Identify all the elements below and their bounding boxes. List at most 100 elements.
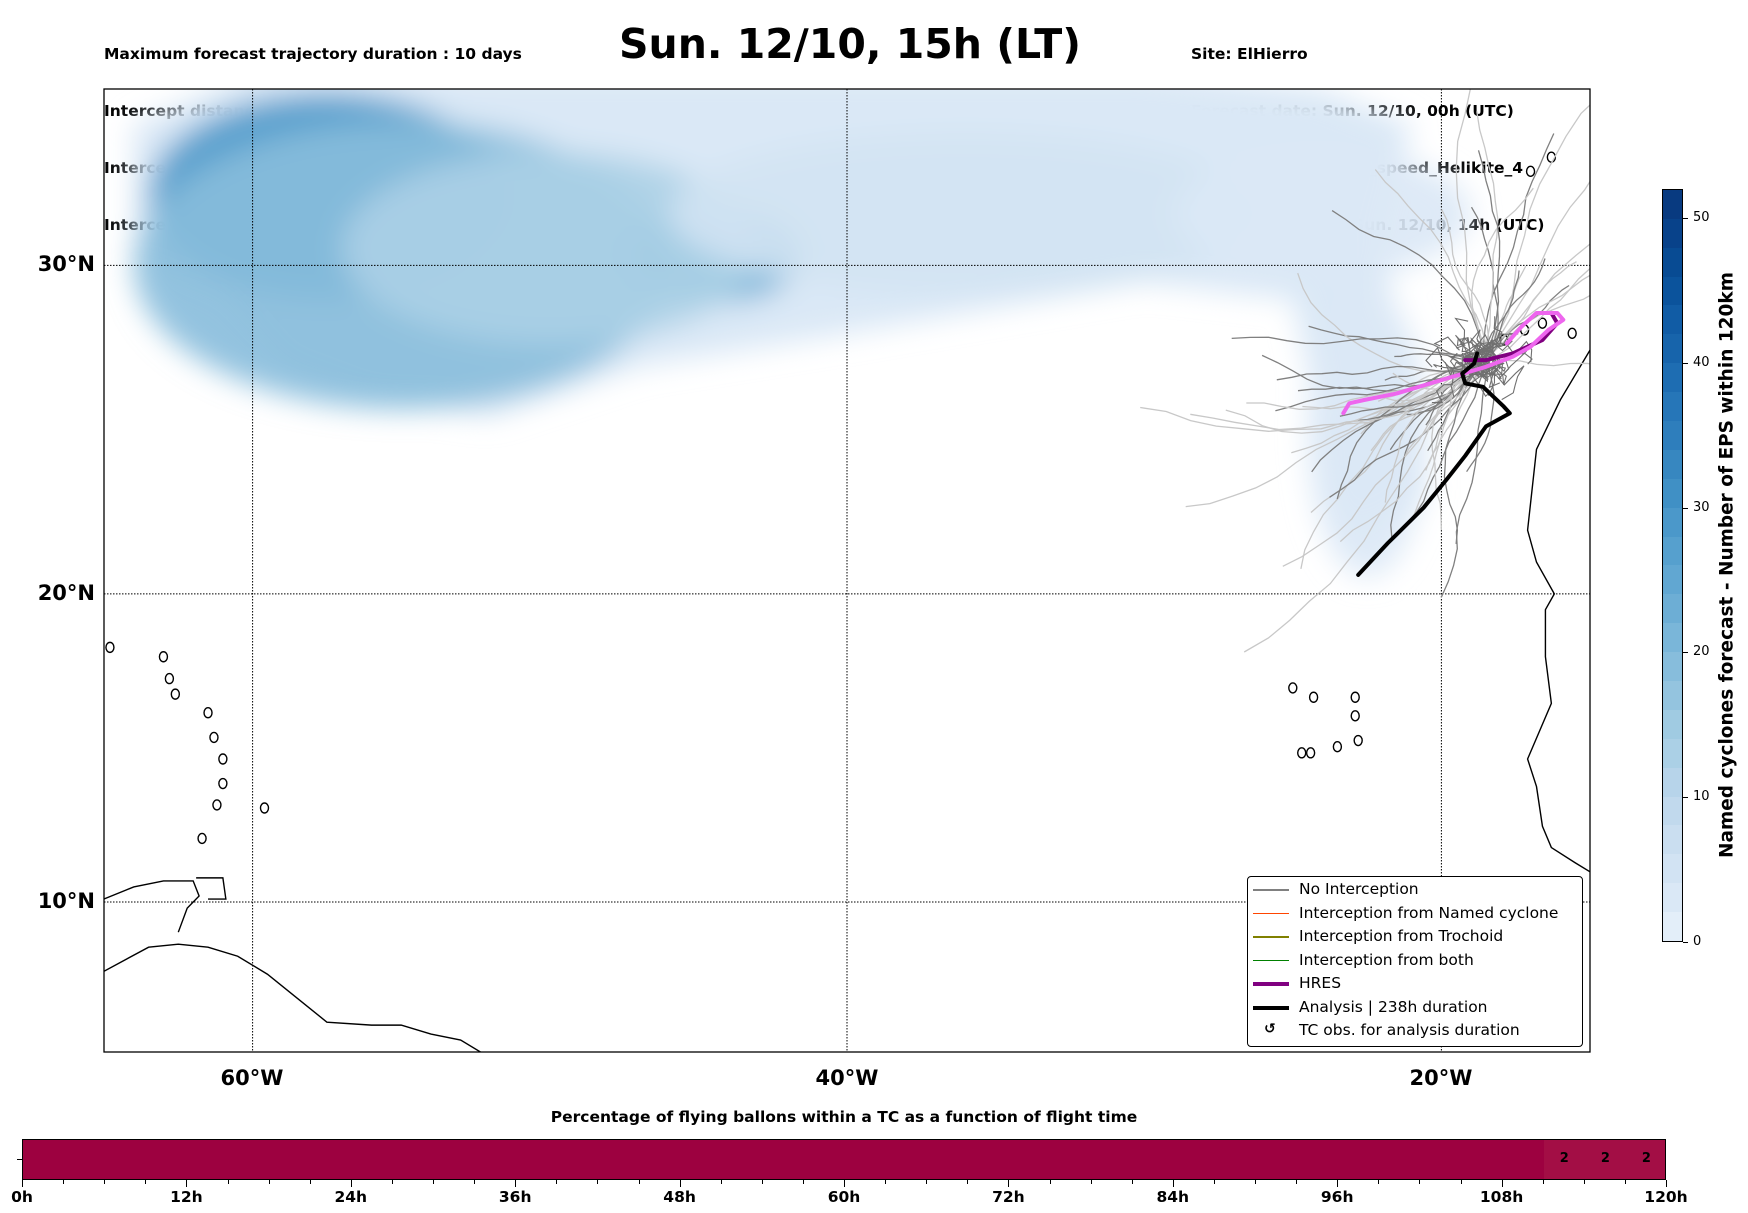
time-bar: 2 2 2 [22, 1139, 1666, 1180]
colorbar-tick [1683, 217, 1688, 219]
analysis-track [1356, 351, 1512, 577]
time-bar-cell [1584, 1140, 1626, 1179]
ensemble-trajectory [1485, 180, 1590, 361]
colorbar [1662, 189, 1683, 942]
ensemble-trajectory [1485, 258, 1546, 361]
island [218, 777, 228, 790]
time-bar-major-tick [186, 1180, 188, 1187]
legend-item-no-interception: No Interception [1248, 880, 1582, 900]
legend-item-named-cyclone: Interception from Named cyclone [1248, 904, 1582, 924]
time-bar-minor-tick [556, 1180, 558, 1184]
colorbar-tick [1683, 362, 1688, 364]
time-bar-minor-tick [885, 1180, 887, 1184]
time-bar-tick-label: 0h [11, 1188, 33, 1206]
time-bar-major-tick [1008, 1180, 1010, 1187]
time-bar-minor-tick [391, 1180, 393, 1184]
ensemble-trajectory [1339, 359, 1487, 417]
colorbar-tick-label: 40 [1693, 354, 1710, 370]
time-bar-minor-tick [1460, 1180, 1462, 1184]
coast-south-america [104, 943, 482, 1052]
ensemble-trajectory [1480, 365, 1525, 401]
colorbar-segment [1663, 709, 1682, 739]
legend-label: No Interception [1299, 880, 1419, 898]
title-text: Sun. 12/10, 15h (LT) [619, 20, 1081, 68]
colorbar-tick [1683, 507, 1688, 509]
ensemble-trajectory [1485, 243, 1590, 361]
island [105, 641, 115, 654]
cyclone-density-field [133, 89, 1472, 577]
time-bar-major-tick [1501, 1180, 1503, 1187]
ensemble-trajectory [1476, 111, 1499, 361]
island [1332, 740, 1343, 753]
time-bar-minor-tick [926, 1180, 928, 1184]
time-bar-tick-label: 48h [663, 1188, 696, 1206]
coast-venezuela [104, 880, 200, 933]
legend-label: Analysis | 238h duration [1299, 997, 1488, 1016]
time-bar-tick-label: 120h [1644, 1188, 1688, 1206]
figure-title: Sun. 12/10, 15h (LT) [0, 20, 1700, 68]
time-bar-tick-label: 60h [827, 1188, 861, 1206]
time-bar-value-label: 2 [1641, 1151, 1651, 1166]
colorbar-segment [1663, 392, 1682, 421]
legend-label: Interception from both [1299, 950, 1474, 969]
lon-label-20w: 20°W [1409, 1066, 1473, 1090]
info-line: Site: ElHierro [1191, 45, 1308, 63]
island [259, 802, 270, 814]
colorbar-segment [1663, 420, 1682, 450]
time-bar-minor-tick [1378, 1180, 1380, 1184]
colorbar-segment [1663, 623, 1682, 653]
ensemble-trajectory [1431, 359, 1487, 531]
legend-label: HRES [1299, 974, 1342, 992]
colorbar-tick-label: 0 [1693, 934, 1702, 949]
ensemble-trajectory [1443, 359, 1487, 544]
colorbar-title: Named cyclones forecast - Number of EPS … [1716, 271, 1738, 859]
main-tracks [1341, 311, 1566, 577]
island [170, 688, 181, 700]
time-bar-minor-tick [433, 1180, 434, 1184]
legend-swatch [1253, 889, 1289, 891]
colorbar-segment [1663, 912, 1682, 941]
density-blob [341, 152, 758, 345]
island [1308, 691, 1319, 703]
colorbar-segment [1663, 825, 1682, 855]
time-bar-cell [23, 1140, 1544, 1179]
ensemble-trajectory [1231, 336, 1487, 361]
ensemble-trajectory [1485, 267, 1590, 361]
time-bar-minor-tick [720, 1180, 722, 1184]
island [1616, 315, 1624, 325]
ensemble-trajectory [1488, 343, 1533, 375]
time-bar-cell [1625, 1140, 1665, 1179]
info-line: Maximum forecast trajectory duration : 1… [104, 45, 522, 63]
colorbar-segment [1663, 507, 1682, 537]
ensemble-trajectory [1433, 334, 1475, 362]
ensemble-trajectory [1140, 359, 1487, 432]
colorbar-tick-label: 50 [1693, 209, 1710, 225]
time-bar-cell [1543, 1140, 1585, 1179]
legend-label: TC obs. for analysis duration [1299, 1021, 1520, 1039]
legend-swatch [1253, 959, 1289, 961]
time-bar-minor-tick [1296, 1180, 1298, 1184]
colorbar-segment [1663, 565, 1682, 595]
density-blob [1174, 149, 1472, 278]
island [197, 832, 207, 845]
coast-west-africa [1526, 349, 1590, 873]
island [209, 731, 219, 744]
ensemble-trajectory [1440, 360, 1487, 598]
time-bar-minor-tick [1213, 1180, 1215, 1184]
colorbar-segment [1663, 478, 1682, 508]
time-bar-tick-label: 36h [498, 1188, 532, 1206]
time-bar-minor-tick [967, 1180, 969, 1184]
map-legend: No Interception Interception from Named … [1247, 876, 1583, 1047]
time-bar-minor-tick [1131, 1180, 1133, 1184]
colorbar-segment [1663, 738, 1682, 768]
time-bar-minor-tick [1090, 1180, 1092, 1184]
time-bar-minor-tick [63, 1180, 65, 1184]
ensemble-trajectory [1485, 359, 1590, 367]
time-bar-major-tick [844, 1180, 845, 1187]
time-bar-ytick [17, 1159, 22, 1160]
island [1537, 317, 1548, 329]
lat-label-30n: 30°N [37, 252, 95, 276]
time-bar-minor-tick [638, 1180, 640, 1184]
island-trinidad [196, 877, 227, 900]
